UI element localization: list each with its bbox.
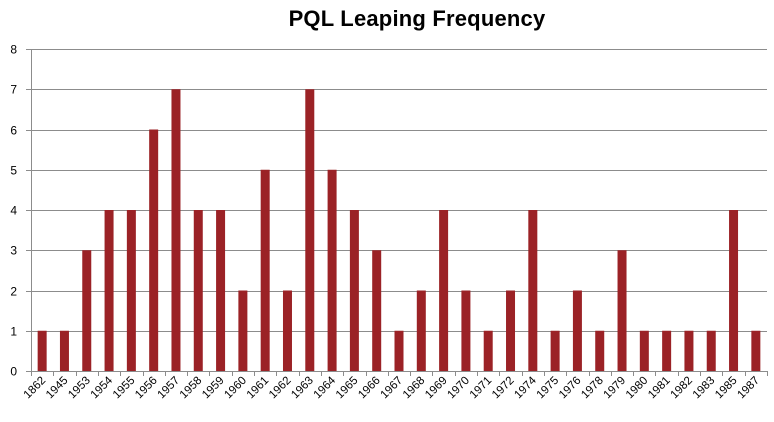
chart-title: PQL Leaping Frequency [288, 6, 546, 31]
bar [171, 89, 181, 371]
x-tick-label: 1982 [668, 375, 695, 402]
bar [550, 330, 560, 371]
x-tick-label: 1957 [156, 375, 183, 402]
x-tick-label: 1975 [535, 375, 562, 402]
bar [37, 330, 47, 371]
y-tick-label: 2 [10, 285, 17, 299]
x-tick-label: 1862 [22, 375, 49, 402]
axes [26, 49, 768, 376]
bar [238, 290, 248, 371]
y-tick-label: 1 [10, 325, 17, 339]
bar [216, 210, 226, 371]
bars [37, 89, 761, 371]
y-tick-label: 4 [10, 204, 17, 218]
bar [349, 210, 359, 371]
y-tick-label: 7 [10, 83, 17, 97]
bar [372, 250, 382, 371]
x-tick-label: 1976 [557, 375, 584, 402]
bar [662, 330, 672, 371]
x-tick-label: 1956 [133, 375, 160, 402]
y-tick-label: 6 [10, 124, 17, 138]
x-tick-label: 1962 [267, 375, 294, 402]
bar [684, 330, 694, 371]
bar [729, 210, 739, 371]
bar [282, 290, 292, 371]
x-tick-label: 1961 [245, 375, 272, 402]
x-tick-label: 1985 [713, 375, 740, 402]
bar [572, 290, 582, 371]
x-tick-label: 1959 [200, 375, 227, 402]
bar [104, 210, 114, 371]
x-tick-label: 1987 [735, 375, 762, 402]
bar [305, 89, 315, 371]
x-tick-label: 1978 [579, 375, 606, 402]
x-tick-label: 1974 [512, 374, 539, 401]
bar [595, 330, 605, 371]
bar [126, 210, 136, 371]
y-tick-labels: 0 1 2 3 4 5 6 7 8 [10, 43, 17, 379]
bar [461, 290, 471, 371]
x-tick-label: 1955 [111, 375, 138, 402]
bar [639, 330, 649, 371]
bar [506, 290, 516, 371]
x-tick-label: 1960 [222, 375, 249, 402]
x-tick-labels: 1862194519531954195519561957195819591960… [22, 374, 762, 401]
y-tick-label: 5 [10, 164, 17, 178]
bar [751, 330, 761, 371]
bar [82, 250, 92, 371]
bar [416, 290, 426, 371]
bar [327, 169, 337, 371]
y-tick-label: 8 [10, 43, 17, 57]
bar [394, 330, 404, 371]
bar [193, 210, 203, 371]
x-tick-label: 1971 [468, 375, 495, 402]
bar [149, 129, 159, 371]
x-tick-label: 1954 [89, 374, 116, 401]
x-tick-label: 1968 [401, 375, 428, 402]
gridlines [31, 49, 767, 332]
bar [483, 330, 493, 371]
bar [706, 330, 716, 371]
x-tick-label: 1963 [289, 375, 316, 402]
x-tick-label: 1970 [445, 375, 472, 402]
bar [439, 210, 449, 371]
x-tick-label: 1969 [423, 375, 450, 402]
y-tick-label: 0 [10, 365, 17, 379]
bar [260, 169, 270, 371]
x-tick-label: 1966 [356, 375, 383, 402]
x-tick-label: 1983 [691, 375, 718, 402]
x-tick-label: 1980 [624, 375, 651, 402]
bar [617, 250, 627, 371]
bar [59, 330, 69, 371]
x-tick-label: 1967 [379, 375, 406, 402]
x-tick-label: 1958 [178, 375, 205, 402]
x-tick-label: 1972 [490, 375, 517, 402]
y-tick-label: 3 [10, 244, 17, 258]
x-tick-label: 1953 [66, 375, 93, 402]
x-tick-label: 1964 [312, 374, 339, 401]
x-tick-label: 1981 [646, 375, 673, 402]
x-tick-label: 1945 [44, 375, 71, 402]
bar [528, 210, 538, 371]
x-tick-label: 1979 [602, 375, 629, 402]
x-tick-label: 1965 [334, 375, 361, 402]
